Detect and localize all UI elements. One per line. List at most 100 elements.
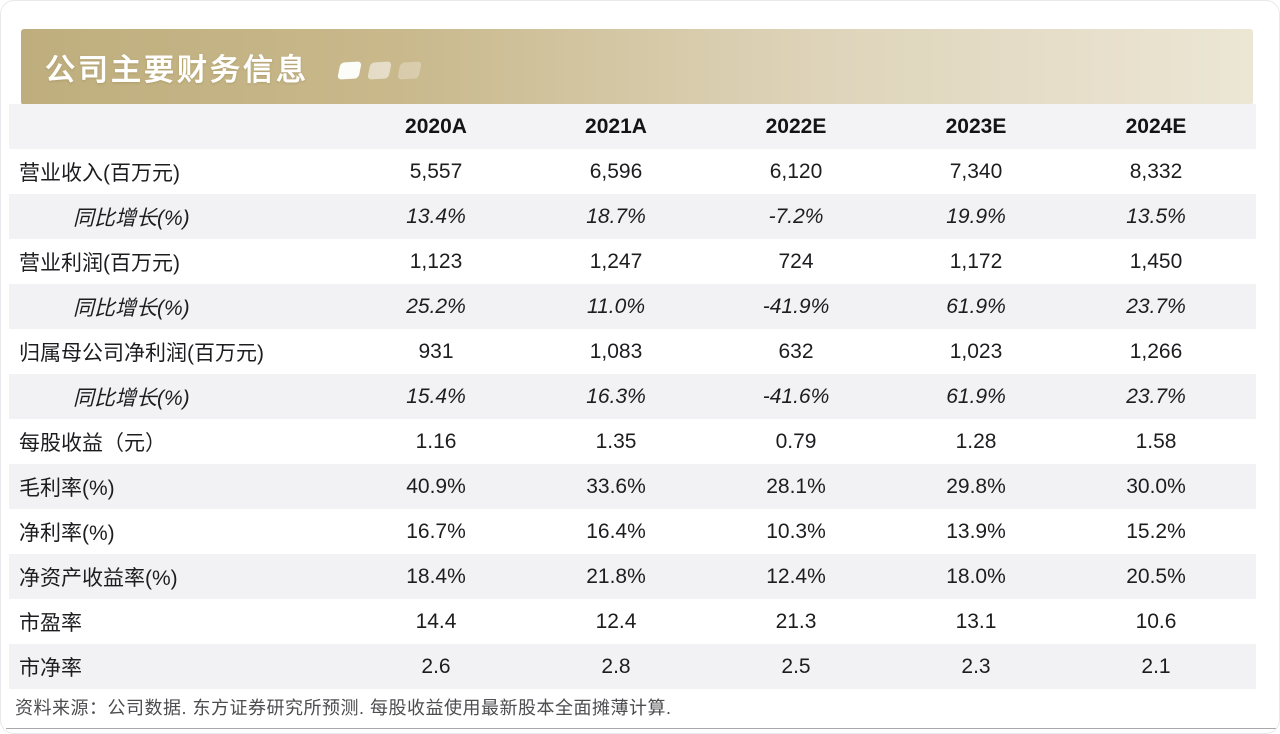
cell-value: 0.79 [775,429,817,453]
section-title: 公司主要财务信息 [45,54,309,87]
cell-value: 1,247 [589,249,643,273]
cell-value: 2.5 [781,654,811,678]
cell-value: 21.3 [775,609,817,633]
cell-value: 2.3 [961,654,991,678]
cell-value: 29.8% [946,474,1006,498]
cell-value: 1.28 [955,429,997,453]
row-label: 归属母公司净利润(百万元) [19,341,264,365]
row-label: 毛利率(%) [19,476,115,500]
cell-value: 13.5% [1126,204,1186,228]
cell-value: 23.7% [1126,294,1186,318]
row-label: 每股收益（元） [19,431,166,455]
cell-value: 12.4 [595,609,637,633]
cell-value: 6,120 [769,159,823,183]
row-label: 市盈率 [19,611,82,635]
cell-value: 14.4 [415,609,457,633]
column-header: 2022E [765,114,827,138]
table-row: 归属母公司净利润(百万元) 931 1,083 632 1,023 1,266 [9,329,1256,374]
cell-value: 2.6 [421,654,451,678]
table-row: 市盈率 14.4 12.4 21.3 13.1 10.6 [9,599,1256,644]
cell-value: 7,340 [949,159,1003,183]
cell-value: 1.16 [415,429,457,453]
cell-value: 724 [778,249,814,273]
cell-value: 1,123 [409,249,463,273]
cell-value: 16.3% [586,384,646,408]
cell-value: 15.4% [406,384,466,408]
cell-value: 13.9% [946,519,1006,543]
row-label: 净资产收益率(%) [19,566,178,590]
cell-value: 21.8% [586,564,646,588]
table-row: 市净率 2.6 2.8 2.5 2.3 2.1 [9,644,1256,689]
section-header: 公司主要财务信息 [21,29,1253,105]
cell-value: 1.58 [1135,429,1177,453]
cell-value: 1,450 [1129,249,1183,273]
deco-square-icon [367,60,392,80]
column-header: 2024E [1125,114,1187,138]
row-label: 同比增长(%) [73,206,190,230]
cell-value: 13.1 [955,609,997,633]
table-row: 同比增长(%) 25.2% 11.0% -41.9% 61.9% 23.7% [9,284,1256,329]
bottom-divider [6,728,1276,729]
cell-value: 1,266 [1129,339,1183,363]
cell-value: -41.6% [762,384,830,408]
financial-table: 2020A 2021A 2022E 2023E 2024E 营业收入(百万元) … [9,104,1256,689]
row-label: 营业利润(百万元) [19,251,180,275]
table-row: 每股收益（元） 1.16 1.35 0.79 1.28 1.58 [9,419,1256,464]
cell-value: 5,557 [409,159,463,183]
column-header: 2020A [405,114,467,138]
cell-value: 25.2% [406,294,466,318]
table-row: 净资产收益率(%) 18.4% 21.8% 12.4% 18.0% 20.5% [9,554,1256,599]
cell-value: 18.0% [946,564,1006,588]
cell-value: 33.6% [586,474,646,498]
cell-value: 11.0% [587,294,645,318]
decorative-squares-icon [337,60,422,80]
cell-value: 30.0% [1126,474,1186,498]
cell-value: 20.5% [1126,564,1186,588]
cell-value: -41.9% [762,294,830,318]
table-row: 营业利润(百万元) 1,123 1,247 724 1,172 1,450 [9,239,1256,284]
cell-value: 1,023 [949,339,1003,363]
cell-value: 10.6 [1135,609,1177,633]
cell-value: 16.7% [406,519,466,543]
column-header: 2023E [945,114,1007,138]
cell-value: 18.7% [586,204,646,228]
cell-value: 61.9% [946,384,1006,408]
cell-value: 8,332 [1129,159,1183,183]
cell-value: 23.7% [1126,384,1186,408]
row-label: 净利率(%) [19,521,115,545]
cell-value: 2.8 [601,654,631,678]
column-header: 2021A [585,114,647,138]
table-row: 毛利率(%) 40.9% 33.6% 28.1% 29.8% 30.0% [9,464,1256,509]
row-label: 同比增长(%) [73,296,190,320]
cell-value: 931 [418,339,454,363]
deco-square-icon [397,60,422,80]
table-header-row: 2020A 2021A 2022E 2023E 2024E [9,104,1256,149]
table-row: 净利率(%) 16.7% 16.4% 10.3% 13.9% 15.2% [9,509,1256,554]
cell-value: -7.2% [768,204,824,228]
row-label: 市净率 [19,656,82,680]
deco-square-icon [337,60,362,80]
cell-value: 61.9% [946,294,1006,318]
cell-value: 15.2% [1126,519,1186,543]
table-row: 同比增长(%) 15.4% 16.3% -41.6% 61.9% 23.7% [9,374,1256,419]
cell-value: 1,172 [949,249,1003,273]
cell-value: 13.4% [406,204,466,228]
source-note: 资料来源：公司数据. 东方证券研究所预测. 每股收益使用最新股本全面摊薄计算. [15,698,672,718]
cell-value: 6,596 [589,159,643,183]
cell-value: 40.9% [406,474,466,498]
cell-value: 632 [778,339,814,363]
cell-value: 12.4% [766,564,826,588]
cell-value: 18.4% [406,564,466,588]
row-label: 营业收入(百万元) [19,161,180,185]
cell-value: 1.35 [595,429,637,453]
table-row: 同比增长(%) 13.4% 18.7% -7.2% 19.9% 13.5% [9,194,1256,239]
cell-value: 19.9% [946,204,1006,228]
table-row: 营业收入(百万元) 5,557 6,596 6,120 7,340 8,332 [9,149,1256,194]
row-label: 同比增长(%) [73,386,190,410]
cell-value: 28.1% [766,474,826,498]
cell-value: 1,083 [589,339,643,363]
cell-value: 2.1 [1141,654,1171,678]
cell-value: 10.3% [766,519,826,543]
cell-value: 16.4% [586,519,646,543]
